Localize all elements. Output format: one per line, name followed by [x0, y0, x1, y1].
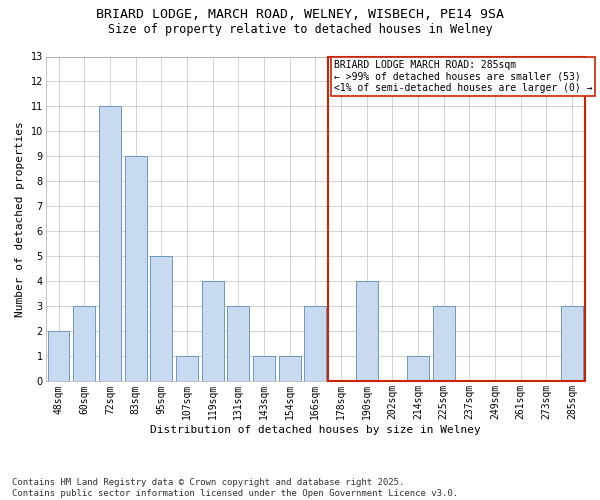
X-axis label: Distribution of detached houses by size in Welney: Distribution of detached houses by size …: [150, 425, 481, 435]
Text: Size of property relative to detached houses in Welney: Size of property relative to detached ho…: [107, 22, 493, 36]
Bar: [176, 356, 198, 382]
Bar: [433, 306, 455, 382]
Bar: [356, 282, 377, 382]
Text: BRIARD LODGE, MARCH ROAD, WELNEY, WISBECH, PE14 9SA: BRIARD LODGE, MARCH ROAD, WELNEY, WISBEC…: [96, 8, 504, 20]
Bar: [304, 306, 326, 382]
Bar: [73, 306, 95, 382]
Bar: [125, 156, 146, 382]
Bar: [202, 282, 224, 382]
Bar: [151, 256, 172, 382]
Bar: [253, 356, 275, 382]
Y-axis label: Number of detached properties: Number of detached properties: [15, 121, 25, 317]
Bar: [47, 332, 70, 382]
Text: Contains HM Land Registry data © Crown copyright and database right 2025.
Contai: Contains HM Land Registry data © Crown c…: [12, 478, 458, 498]
Bar: [279, 356, 301, 382]
Bar: [99, 106, 121, 382]
Bar: [227, 306, 249, 382]
Bar: [561, 306, 583, 382]
Text: BRIARD LODGE MARCH ROAD: 285sqm
← >99% of detached houses are smaller (53)
<1% o: BRIARD LODGE MARCH ROAD: 285sqm ← >99% o…: [334, 60, 592, 93]
Bar: [407, 356, 429, 382]
